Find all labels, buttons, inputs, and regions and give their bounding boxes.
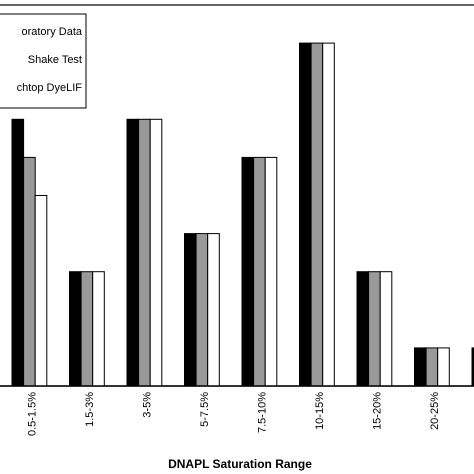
bar bbox=[379, 271, 393, 387]
bar bbox=[149, 118, 163, 387]
bar bbox=[207, 233, 220, 387]
bar bbox=[437, 347, 450, 387]
x-tick-label: 1.5-3% bbox=[84, 392, 96, 427]
bar bbox=[425, 347, 439, 387]
legend-box bbox=[0, 13, 87, 109]
bar bbox=[34, 195, 48, 387]
x-tick-label: 3-5% bbox=[141, 392, 153, 418]
bar bbox=[253, 156, 266, 387]
x-tick-label: 7.5-10% bbox=[256, 392, 268, 433]
bar bbox=[126, 118, 140, 387]
bar bbox=[184, 233, 197, 387]
bar bbox=[80, 271, 94, 387]
bar bbox=[241, 156, 255, 387]
legend-label: Shake Test bbox=[28, 54, 82, 66]
bar bbox=[23, 156, 36, 387]
bar bbox=[11, 118, 25, 387]
x-tick-label: 5-7.5% bbox=[199, 392, 211, 427]
x-tick-label: 10-15% bbox=[314, 392, 326, 430]
bar bbox=[299, 42, 312, 387]
x-tick-label: 15-20% bbox=[371, 392, 383, 430]
bar bbox=[264, 156, 278, 387]
bar bbox=[471, 347, 474, 387]
bar bbox=[69, 271, 82, 387]
bar bbox=[92, 271, 105, 387]
bar bbox=[138, 118, 151, 387]
x-axis-label: DNAPL Saturation Range bbox=[168, 457, 312, 471]
bar bbox=[195, 233, 209, 387]
legend-label: oratory Data bbox=[21, 26, 82, 38]
bar bbox=[356, 271, 370, 387]
bar bbox=[322, 42, 335, 387]
legend-label: chtop DyeLIF bbox=[17, 82, 83, 94]
bar bbox=[414, 347, 427, 387]
x-tick-label: 0.5-1.5% bbox=[26, 392, 38, 436]
x-tick-label: 20-25% bbox=[429, 392, 441, 430]
bar bbox=[368, 271, 381, 387]
bar bbox=[310, 42, 324, 387]
